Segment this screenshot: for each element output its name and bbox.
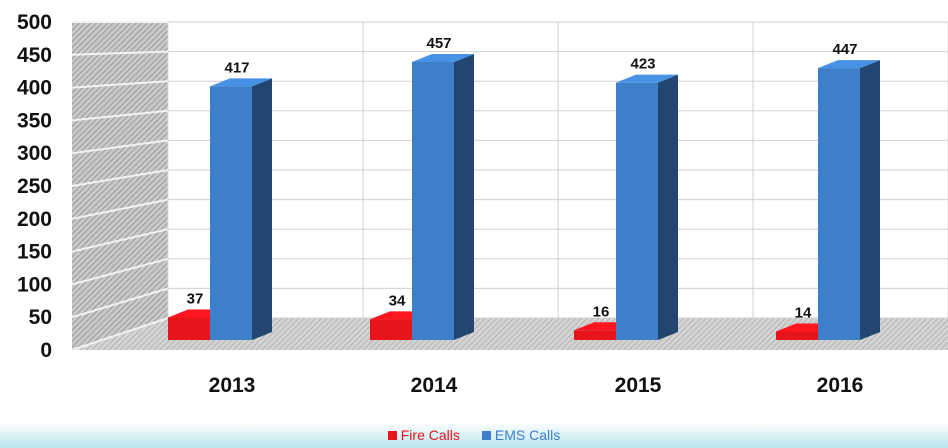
legend-swatch-ems	[481, 430, 491, 440]
data-label: 37	[187, 290, 204, 307]
y-tick-label: 50	[29, 306, 52, 329]
bar-ems-calls-2016	[818, 68, 860, 340]
bar-ems-calls-2013	[210, 86, 252, 340]
gridline-side	[71, 317, 169, 351]
gridline-side	[71, 80, 169, 89]
bar-top	[210, 78, 272, 87]
gridline-side	[71, 198, 169, 220]
bar-fire-calls-2015	[574, 330, 616, 340]
chart-svg: 0 50 100 150 200 250 300 350 400 450 500 37 417 34 45…	[17, 11, 948, 397]
y-axis-ticks: 0 50 100 150 200 250 300 350 400 450 500	[17, 11, 52, 362]
gridline-side	[71, 257, 169, 286]
data-label: 417	[224, 59, 249, 76]
bar-top	[616, 74, 678, 83]
x-tick-label-2015: 2015	[615, 374, 662, 397]
bar-top	[412, 54, 474, 62]
bar-side	[658, 74, 678, 341]
bar-side	[454, 54, 474, 340]
y-tick-label: 350	[17, 109, 52, 132]
bar-ems-calls-2014	[412, 62, 454, 340]
plot-walls	[72, 21, 948, 350]
x-tick-label-2014: 2014	[411, 374, 458, 397]
data-labels: 37 417 34 457 16 423 14 447	[187, 35, 858, 321]
y-tick-label: 150	[17, 241, 52, 264]
legend-swatch-fire	[387, 430, 397, 440]
x-axis-ticks: 2013 2014 2015 2016	[209, 374, 864, 397]
gridline-side	[71, 169, 169, 187]
bar-fire-calls-2013	[168, 317, 210, 340]
y-tick-label: 200	[17, 208, 52, 231]
y-tick-label: 450	[17, 44, 52, 67]
legend: Fire Calls EMS Calls	[0, 422, 948, 448]
side-wall	[72, 22, 168, 350]
y-tick-label: 400	[17, 77, 52, 100]
bar-ems-calls-2015	[616, 82, 658, 341]
gridline-side	[71, 50, 169, 56]
y-tick-label: 0	[40, 339, 52, 362]
bar-fire-calls-2014	[370, 319, 412, 340]
bar-side	[860, 60, 880, 340]
data-label: 16	[593, 303, 610, 320]
data-label: 14	[795, 304, 812, 321]
x-tick-label-2016: 2016	[817, 374, 864, 397]
bar-fire-calls-2016	[776, 331, 818, 340]
legend-item-ems: EMS Calls	[481, 427, 561, 443]
data-label: 34	[389, 292, 406, 309]
bar-top	[818, 60, 880, 69]
gridline-side	[71, 109, 169, 122]
gridline-side	[71, 287, 169, 319]
legend-label-fire: Fire Calls	[400, 427, 460, 443]
bar-side	[252, 78, 272, 340]
y-tick-label: 100	[17, 273, 52, 296]
bars	[168, 54, 880, 341]
legend-label-ems: EMS Calls	[494, 427, 561, 443]
data-label: 423	[630, 56, 655, 73]
y-tick-label: 300	[17, 142, 52, 165]
gridline-side	[71, 228, 169, 253]
data-label: 447	[832, 41, 857, 58]
x-tick-label-2013: 2013	[209, 374, 256, 397]
y-tick-label: 500	[17, 11, 52, 34]
y-tick-label: 250	[17, 175, 52, 198]
gridline-side	[71, 139, 169, 155]
floor	[72, 318, 948, 350]
legend-item-fire: Fire Calls	[387, 427, 460, 443]
data-label: 457	[426, 35, 451, 52]
